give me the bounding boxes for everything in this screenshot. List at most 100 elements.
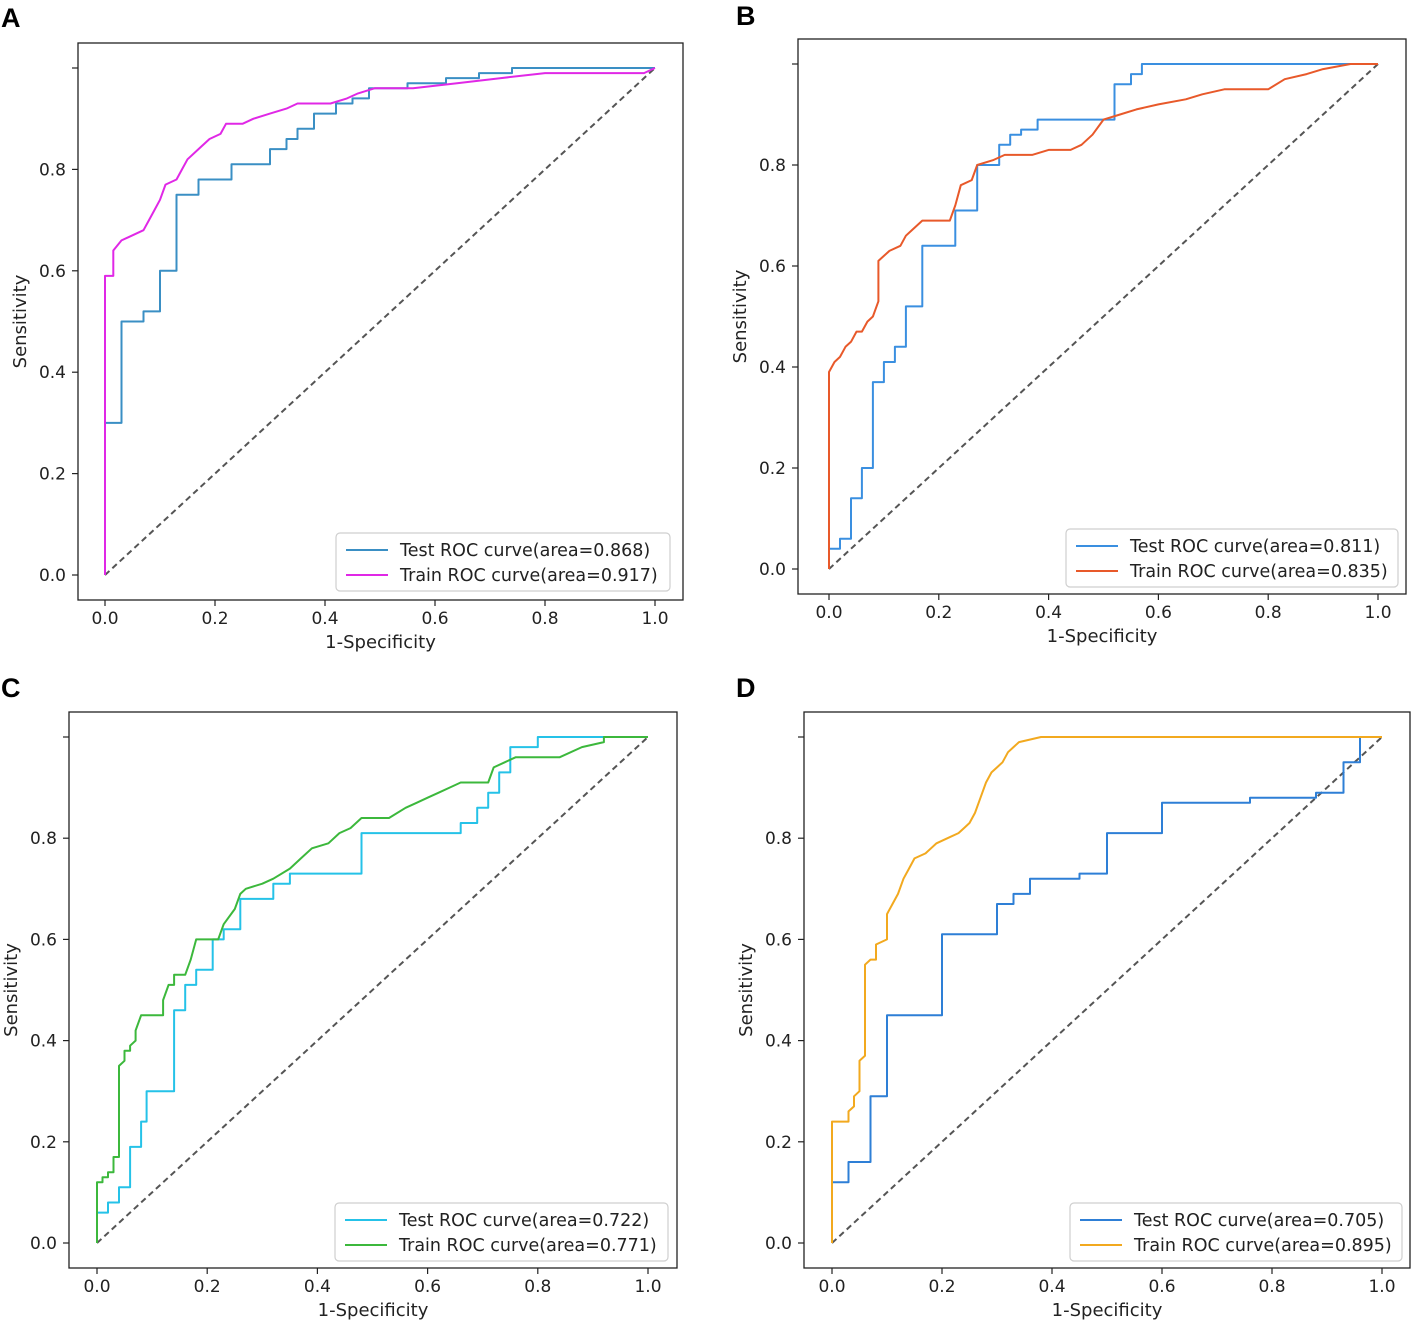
axes-frame <box>68 711 678 1269</box>
legend: Test ROC curve(area=0.811) Train ROC curv… <box>1065 528 1399 588</box>
chance-diagonal <box>104 67 656 576</box>
train-roc-curve <box>96 736 648 1243</box>
panel-C: C 0.0 0.2 0.4 0.6 0.8 1.0 0.0 0.2 0.4 0.6 0.8 1-Spec… <box>1 673 678 1321</box>
legend-box <box>334 1202 669 1262</box>
x-axis: 0.0 0.2 0.4 0.6 0.8 1.0 <box>815 594 1392 623</box>
train-roc-curve <box>831 736 1382 1243</box>
x-axis-label: 1-Specificity <box>325 632 436 653</box>
y-tick-label: 0.6 <box>759 257 786 277</box>
y-axis: 0.0 0.2 0.4 0.6 0.8 <box>30 736 69 1254</box>
x-axis: 0.0 0.2 0.4 0.6 0.8 1.0 <box>91 600 669 629</box>
x-tick-label: 0.6 <box>414 1277 441 1297</box>
x-tick-label: 1.0 <box>1364 603 1391 623</box>
x-tick-label: 0.4 <box>1035 603 1062 623</box>
test-legend-label: Test ROC curve(area=0.868) <box>399 541 650 561</box>
y-tick-label: 0.8 <box>765 829 792 849</box>
x-tick-label: 0.2 <box>201 609 228 629</box>
y-tick-label: 0.2 <box>765 1133 792 1153</box>
y-tick-label: 0.0 <box>39 566 66 586</box>
x-tick-label: 0.0 <box>818 1277 845 1297</box>
y-tick-label: 0.4 <box>765 1032 792 1052</box>
y-tick-label: 0.4 <box>39 363 66 383</box>
train-legend-label: Train ROC curve(area=0.895) <box>1133 1236 1392 1256</box>
x-tick-label: 0.4 <box>311 609 338 629</box>
x-tick-label: 0.0 <box>815 603 842 623</box>
axes-frame <box>803 711 1411 1269</box>
test-roc-curve <box>96 736 648 1243</box>
y-tick-label: 0.6 <box>39 262 66 282</box>
y-tick-label: 0.8 <box>39 160 66 180</box>
x-tick-label: 1.0 <box>634 1277 661 1297</box>
y-tick-label: 0.4 <box>30 1032 57 1052</box>
legend: Test ROC curve(area=0.705) Train ROC curv… <box>1069 1202 1403 1262</box>
y-axis: 0.0 0.2 0.4 0.6 0.8 <box>39 67 78 586</box>
x-tick-label: 0.6 <box>1148 1277 1175 1297</box>
x-tick-label: 0.2 <box>194 1277 221 1297</box>
test-legend-label: Test ROC curve(area=0.811) <box>1129 537 1380 557</box>
x-tick-label: 0.8 <box>1255 603 1282 623</box>
x-axis: 0.0 0.2 0.4 0.6 0.8 1.0 <box>818 1268 1396 1297</box>
x-tick-label: 0.4 <box>304 1277 331 1297</box>
y-tick-label: 0.8 <box>759 156 786 176</box>
train-roc-curve <box>104 67 656 575</box>
y-axis-label: Sensitivity <box>10 274 31 368</box>
x-tick-label: 1.0 <box>641 609 668 629</box>
x-axis-label: 1-Specificity <box>318 1300 429 1321</box>
y-tick-label: 0.8 <box>30 829 57 849</box>
y-tick-label: 0.2 <box>759 459 786 479</box>
x-axis-label: 1-Specificity <box>1052 1300 1163 1321</box>
y-axis-label: Sensitivity <box>730 269 751 363</box>
y-tick-label: 0.0 <box>30 1234 57 1254</box>
chance-diagonal <box>831 736 1383 1244</box>
panel-letter: B <box>736 1 756 31</box>
x-tick-label: 0.6 <box>421 609 448 629</box>
axes-frame <box>77 42 684 601</box>
y-tick-label: 0.6 <box>765 930 792 950</box>
x-tick-label: 0.8 <box>524 1277 551 1297</box>
x-axis-label: 1-Specificity <box>1047 626 1158 647</box>
test-legend-label: Test ROC curve(area=0.722) <box>398 1211 649 1231</box>
y-tick-label: 0.2 <box>39 465 66 485</box>
y-tick-label: 0.2 <box>30 1133 57 1153</box>
legend-box <box>1069 1202 1403 1262</box>
x-tick-label: 0.6 <box>1145 603 1172 623</box>
panel-letter: C <box>1 673 21 703</box>
panel-D: D 0.0 0.2 0.4 0.6 0.8 1.0 0.0 0.2 0.4 0.6 0.8 1-Spec… <box>736 673 1411 1321</box>
legend-box <box>1065 528 1399 588</box>
x-axis: 0.0 0.2 0.4 0.6 0.8 1.0 <box>83 1268 662 1297</box>
train-legend-label: Train ROC curve(area=0.771) <box>398 1236 657 1256</box>
chance-diagonal <box>828 63 1379 570</box>
x-tick-label: 0.2 <box>928 1277 955 1297</box>
y-axis: 0.0 0.2 0.4 0.6 0.8 <box>759 63 798 580</box>
legend-box <box>335 532 671 592</box>
y-axis-label: Sensitivity <box>736 943 757 1037</box>
test-legend-label: Test ROC curve(area=0.705) <box>1133 1211 1384 1231</box>
x-tick-label: 0.4 <box>1038 1277 1065 1297</box>
y-axis: 0.0 0.2 0.4 0.6 0.8 <box>765 736 804 1254</box>
y-tick-label: 0.0 <box>765 1234 792 1254</box>
x-tick-label: 0.0 <box>91 609 118 629</box>
test-roc-curve <box>831 736 1382 1243</box>
panel-letter: A <box>1 3 21 33</box>
y-tick-label: 0.6 <box>30 930 57 950</box>
panel-B: B 0.0 0.2 0.4 0.6 0.8 1.0 0.0 0.2 0.4 0.6 0.8 1-Spec… <box>730 1 1407 647</box>
panel-letter: D <box>736 673 756 703</box>
x-tick-label: 1.0 <box>1368 1277 1395 1297</box>
train-legend-label: Train ROC curve(area=0.917) <box>399 566 658 586</box>
panel-A: A 0.0 0.2 0.4 0.6 0.8 1.0 0.0 0.2 0.4 0.6 0.8 1-Spec… <box>1 3 684 653</box>
y-axis-label: Sensitivity <box>1 943 22 1037</box>
train-legend-label: Train ROC curve(area=0.835) <box>1129 562 1388 582</box>
train-roc-curve <box>828 63 1378 569</box>
legend: Test ROC curve(area=0.868) Train ROC curv… <box>335 532 671 592</box>
test-roc-curve <box>828 63 1378 569</box>
chance-diagonal <box>96 736 649 1244</box>
axes-frame <box>797 38 1407 595</box>
x-tick-label: 0.8 <box>1258 1277 1285 1297</box>
x-tick-label: 0.0 <box>83 1277 110 1297</box>
x-tick-label: 0.8 <box>531 609 558 629</box>
test-roc-curve <box>104 67 655 575</box>
y-tick-label: 0.0 <box>759 560 786 580</box>
legend: Test ROC curve(area=0.722) Train ROC curv… <box>334 1202 669 1262</box>
x-tick-label: 0.2 <box>925 603 952 623</box>
